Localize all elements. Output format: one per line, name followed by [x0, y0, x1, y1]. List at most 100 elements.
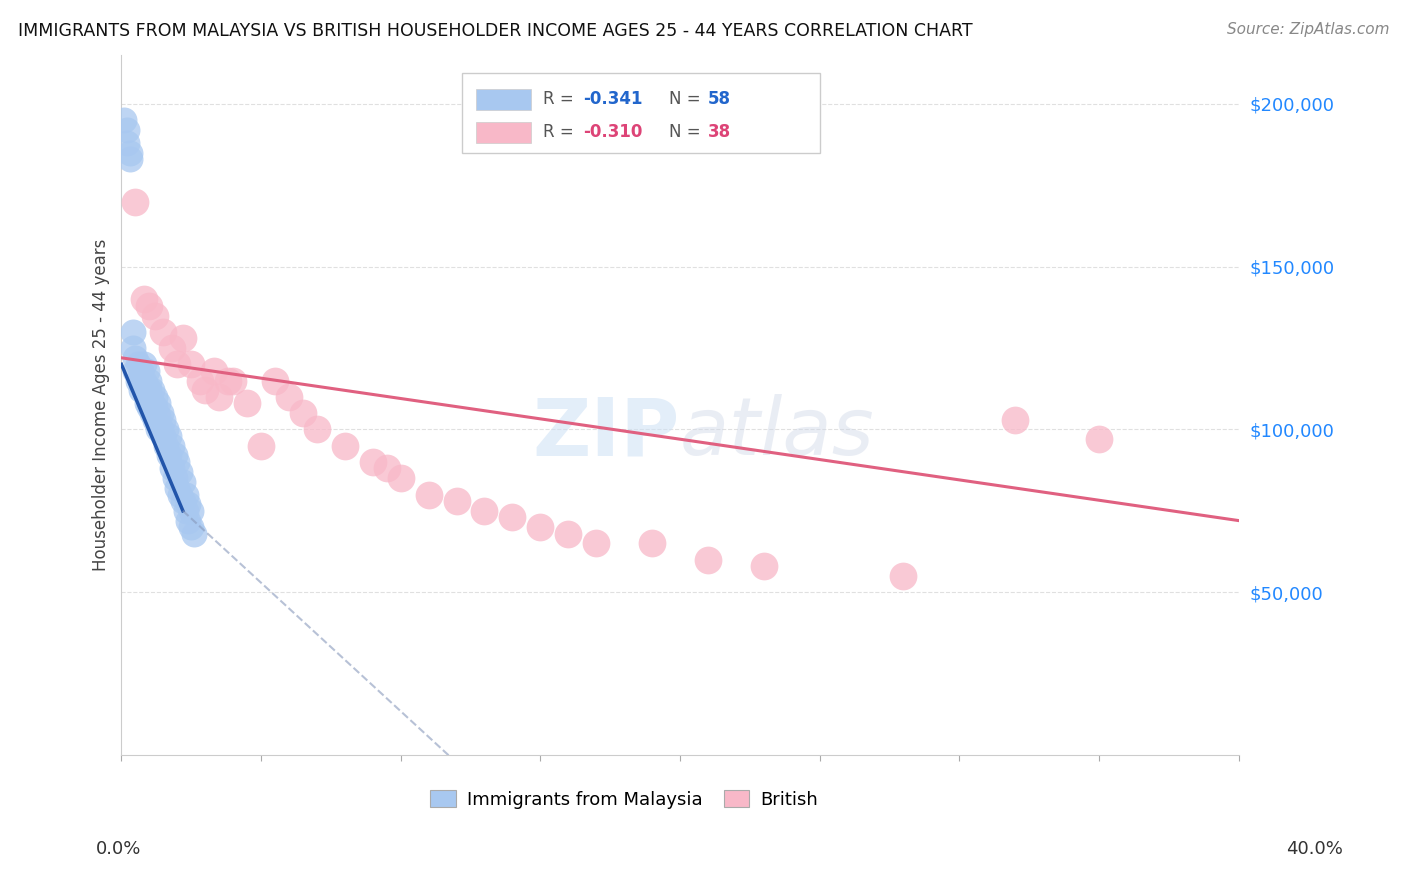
Point	[141, 396, 163, 410]
Point	[157, 449, 180, 463]
Point	[375, 461, 398, 475]
Point	[132, 357, 155, 371]
Point	[217, 374, 239, 388]
Point	[264, 374, 287, 388]
Point	[183, 526, 205, 541]
Point	[174, 487, 197, 501]
Point	[121, 325, 143, 339]
Point	[138, 374, 160, 388]
Point	[143, 390, 166, 404]
Point	[446, 494, 468, 508]
Point	[236, 396, 259, 410]
Point	[1004, 412, 1026, 426]
Point	[180, 520, 202, 534]
Point	[291, 406, 314, 420]
Point	[152, 412, 174, 426]
Bar	[475, 121, 531, 143]
Point	[180, 357, 202, 371]
Point	[361, 455, 384, 469]
Point	[333, 439, 356, 453]
Point	[129, 384, 152, 398]
Point	[172, 475, 194, 489]
Text: 40.0%: 40.0%	[1286, 840, 1343, 858]
Point	[174, 504, 197, 518]
Point	[501, 510, 523, 524]
Point	[149, 406, 172, 420]
Point	[160, 461, 183, 475]
Point	[143, 412, 166, 426]
Point	[127, 374, 149, 388]
Text: Source: ZipAtlas.com: Source: ZipAtlas.com	[1226, 22, 1389, 37]
Point	[124, 194, 146, 209]
Point	[305, 422, 328, 436]
Point	[121, 341, 143, 355]
Point	[222, 374, 245, 388]
Point	[138, 400, 160, 414]
Point	[112, 113, 135, 128]
Point	[169, 487, 191, 501]
Point	[641, 536, 664, 550]
Point	[124, 364, 146, 378]
Point	[389, 471, 412, 485]
Legend: Immigrants from Malaysia, British: Immigrants from Malaysia, British	[423, 782, 825, 816]
Point	[155, 439, 177, 453]
Point	[163, 471, 186, 485]
Point	[132, 384, 155, 398]
Point	[143, 309, 166, 323]
Point	[418, 487, 440, 501]
Point	[143, 400, 166, 414]
Point	[278, 390, 301, 404]
Point	[160, 439, 183, 453]
Point	[172, 331, 194, 345]
Point	[166, 357, 188, 371]
Point	[138, 384, 160, 398]
Point	[177, 514, 200, 528]
Text: -0.310: -0.310	[583, 123, 643, 141]
Point	[1088, 432, 1111, 446]
Text: 38: 38	[707, 123, 731, 141]
Text: -0.341: -0.341	[583, 90, 643, 108]
Point	[132, 292, 155, 306]
Point	[177, 497, 200, 511]
Point	[135, 380, 157, 394]
Point	[166, 455, 188, 469]
Point	[194, 384, 217, 398]
Point	[152, 325, 174, 339]
Text: ZIP: ZIP	[533, 394, 681, 472]
Text: IMMIGRANTS FROM MALAYSIA VS BRITISH HOUSEHOLDER INCOME AGES 25 - 44 YEARS CORREL: IMMIGRANTS FROM MALAYSIA VS BRITISH HOUS…	[18, 22, 973, 40]
Point	[696, 552, 718, 566]
Point	[172, 494, 194, 508]
Point	[129, 374, 152, 388]
Text: 0.0%: 0.0%	[96, 840, 141, 858]
Point	[180, 504, 202, 518]
FancyBboxPatch shape	[463, 72, 820, 153]
Point	[138, 299, 160, 313]
Text: R =: R =	[543, 90, 579, 108]
Point	[893, 569, 915, 583]
Point	[474, 504, 496, 518]
Point	[115, 136, 138, 150]
Point	[166, 481, 188, 495]
Point	[124, 351, 146, 365]
Point	[163, 449, 186, 463]
Point	[141, 384, 163, 398]
Point	[135, 364, 157, 378]
Text: atlas: atlas	[681, 394, 875, 472]
Text: 58: 58	[707, 90, 731, 108]
Point	[149, 422, 172, 436]
Point	[132, 374, 155, 388]
Point	[138, 390, 160, 404]
Point	[127, 357, 149, 371]
Point	[155, 422, 177, 436]
Point	[585, 536, 607, 550]
Y-axis label: Householder Income Ages 25 - 44 years: Householder Income Ages 25 - 44 years	[93, 239, 110, 571]
Point	[118, 153, 141, 167]
Point	[157, 429, 180, 443]
Text: R =: R =	[543, 123, 579, 141]
Point	[152, 429, 174, 443]
Point	[146, 396, 169, 410]
Point	[146, 409, 169, 424]
Text: N =: N =	[669, 90, 706, 108]
Point	[529, 520, 551, 534]
Point	[202, 364, 225, 378]
